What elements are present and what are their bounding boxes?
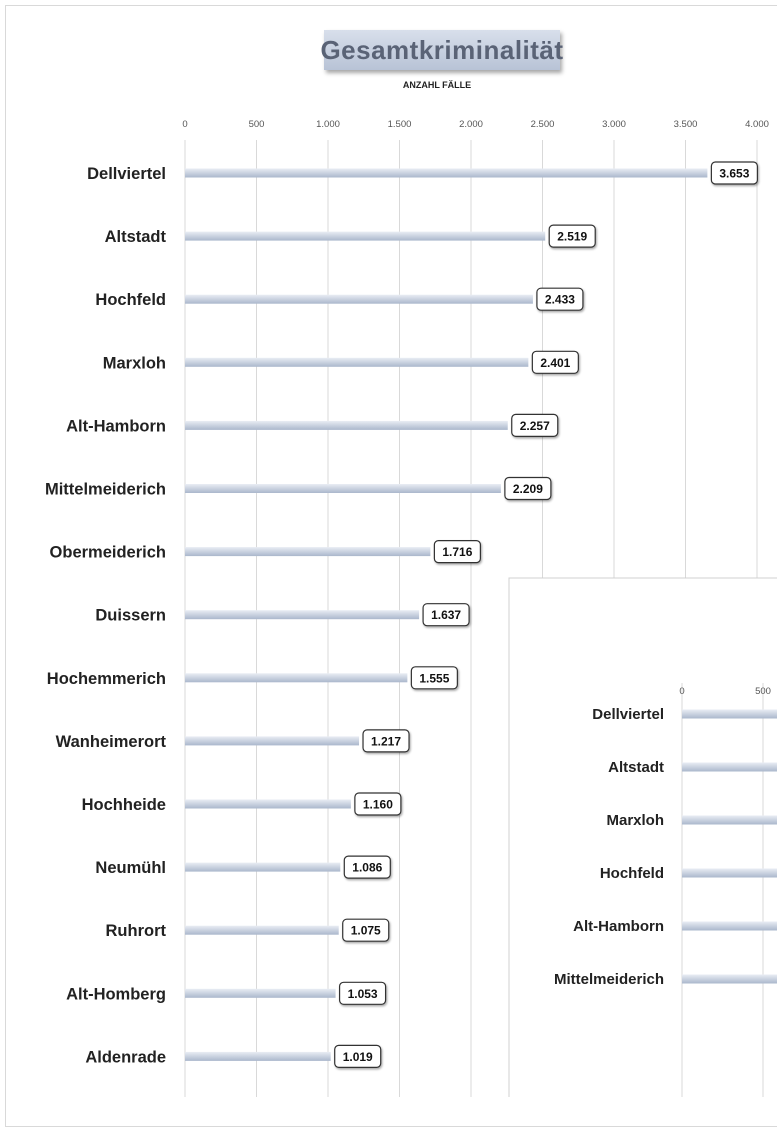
category-label: Hochfeld [95, 291, 166, 309]
data-label: 2.209 [513, 482, 543, 496]
inset-x-tick-label: 500 [755, 686, 771, 697]
data-label: 1.160 [363, 798, 393, 812]
bar [185, 547, 431, 557]
inset-bar [682, 921, 777, 931]
category-label: Duissern [95, 607, 166, 625]
category-label: Altstadt [105, 228, 167, 246]
category-label: Alt-Hamborn [66, 417, 166, 435]
data-label: 2.433 [545, 293, 575, 307]
data-label-box [422, 603, 470, 627]
category-label: Alt-Homberg [66, 985, 166, 1003]
x-tick-label: 0 [182, 119, 187, 130]
data-label: 1.086 [352, 861, 382, 875]
bar [185, 294, 533, 304]
bar [185, 1051, 331, 1061]
inset-bar [682, 709, 777, 719]
inset-category-label: Altstadt [608, 759, 664, 776]
bar [185, 988, 336, 998]
data-label-box [511, 413, 559, 437]
inset-chart-frame [508, 577, 777, 1097]
x-tick-label: 3.000 [602, 119, 626, 130]
data-label-box [504, 476, 552, 501]
bar [185, 799, 351, 809]
data-label: 1.716 [442, 545, 472, 559]
category-label: Wanheimerort [56, 733, 167, 751]
data-label: 1.637 [431, 608, 461, 622]
bar [185, 484, 501, 493]
x-tick-label: 1.500 [388, 119, 412, 130]
x-tick-label: 3.500 [674, 119, 698, 130]
inset-category-label: Dellviertel [592, 706, 664, 723]
inset-bar [682, 762, 777, 772]
category-label: Hochemmerich [47, 670, 166, 688]
data-label-box [433, 539, 481, 564]
data-label-box [410, 666, 458, 690]
bar [185, 862, 341, 872]
inset-category-label: Marxloh [606, 812, 664, 829]
x-tick-label: 1.000 [316, 119, 340, 130]
bar [185, 673, 408, 683]
bar [185, 168, 708, 178]
bar [185, 231, 546, 241]
chart-title: Gesamtkriminalität [320, 34, 564, 65]
data-label: 1.075 [351, 924, 381, 938]
category-label: Obermeiderich [50, 544, 166, 562]
data-label-box [710, 161, 758, 185]
x-tick-label: 2.500 [531, 119, 555, 130]
bar [185, 736, 360, 746]
bar [185, 357, 529, 367]
category-label: Dellviertel [87, 165, 166, 183]
x-tick-label: 2.000 [459, 119, 483, 130]
chart-subtitle: ANZAHL FÄLLE [402, 80, 472, 90]
bar [185, 925, 339, 935]
main-bar-chart: 0 500 1.000 1.500 2.000 2.500 3.000 3.500 4.000 … [45, 119, 777, 1097]
inset-bar [682, 868, 777, 878]
inset-bar [682, 974, 777, 984]
data-label-box [531, 350, 579, 374]
category-label: Mittelmeiderich [45, 481, 166, 499]
data-label-box [334, 1044, 382, 1069]
inset-category-label: Alt-Hamborn [573, 918, 664, 935]
data-label: 1.053 [348, 987, 378, 1001]
category-label: Neumühl [95, 859, 166, 877]
bar [185, 420, 508, 430]
inset-category-label: Hochfeld [600, 865, 664, 882]
category-label: Ruhrort [106, 922, 167, 940]
data-label-box [548, 224, 596, 248]
x-tick-label: 4.000 [745, 119, 769, 130]
category-label: Marxloh [103, 354, 166, 372]
inset-x-tick-label: 0 [679, 686, 684, 697]
chart-title-box: Gesamtkriminalität [320, 30, 563, 70]
category-label: Aldenrade [85, 1048, 166, 1066]
data-label: 3.653 [719, 167, 749, 181]
x-tick-label: 500 [249, 119, 265, 130]
data-label: 2.519 [557, 230, 587, 244]
category-label: Hochheide [82, 796, 166, 814]
data-label-box [338, 981, 387, 1005]
data-label-box [536, 287, 584, 311]
data-label: 2.257 [520, 419, 550, 433]
data-label: 1.019 [343, 1050, 373, 1064]
bar [185, 610, 420, 620]
data-label: 1.217 [371, 734, 401, 748]
data-label-box [354, 792, 402, 816]
data-label: 2.401 [540, 356, 570, 370]
data-label-box [342, 918, 390, 942]
data-label-box [362, 729, 410, 753]
inset-bar [682, 815, 777, 825]
data-label: 1.555 [419, 671, 449, 685]
inset-category-label: Mittelmeiderich [554, 971, 664, 988]
data-label-box [343, 855, 391, 879]
